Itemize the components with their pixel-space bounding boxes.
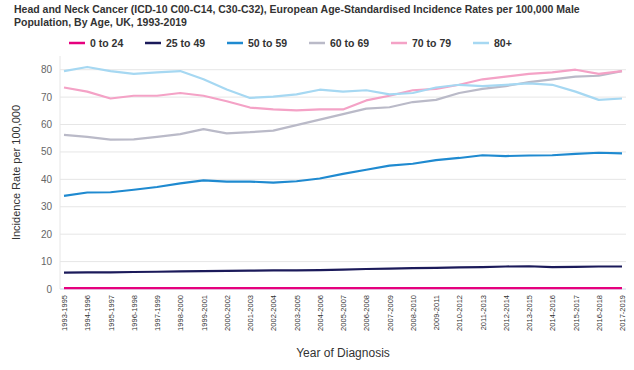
legend: 0 to 24 25 to 49 50 to 59 60 to 69 70 to 79 8… xyxy=(69,37,512,49)
chart: Head and Neck Cancer (ICD-10 C00-C14, C3… xyxy=(0,0,634,370)
y-tick-label: 20 xyxy=(41,229,53,240)
grid-line xyxy=(60,261,626,262)
x-tick-label: 2015-2017 xyxy=(572,295,581,331)
series-line[interactable] xyxy=(64,67,622,100)
x-tick-label: 2004-2006 xyxy=(316,295,325,331)
legend-swatch[interactable] xyxy=(69,42,85,45)
series-line[interactable] xyxy=(64,153,622,196)
grid-line xyxy=(60,69,626,70)
grid-line xyxy=(60,289,626,290)
x-tick-label: 1993-1995 xyxy=(60,295,69,331)
grid-line xyxy=(60,179,626,180)
y-tick-label: 70 xyxy=(41,92,53,103)
x-tick-label: 2010-2012 xyxy=(455,295,464,331)
x-tick-label: 2005-2007 xyxy=(339,295,348,331)
y-tick-label: 50 xyxy=(41,146,53,157)
x-tick-label: 2011-2013 xyxy=(479,295,488,330)
legend-swatch[interactable] xyxy=(145,42,161,45)
legend-label[interactable]: 0 to 24 xyxy=(90,37,123,49)
y-axis-label: Incidence Rate per 100,000 xyxy=(10,105,22,240)
grid-line xyxy=(60,124,626,125)
x-tick-label: 2009-2011 xyxy=(432,295,441,330)
x-tick-label: 2007-2009 xyxy=(386,295,395,331)
x-tick-label: 2003-2005 xyxy=(293,295,302,331)
legend-swatch[interactable] xyxy=(309,42,325,45)
x-tick-label: 2016-2018 xyxy=(595,295,604,331)
y-tick-label: 30 xyxy=(41,201,53,212)
x-tick-label: 2000-2002 xyxy=(223,295,232,331)
series-line[interactable] xyxy=(64,71,622,140)
plot-area xyxy=(64,67,622,288)
x-tick-label: 1998-2000 xyxy=(176,295,185,331)
y-tick-label: 80 xyxy=(41,64,53,75)
title: Head and Neck Cancer (ICD-10 C00-C14, C3… xyxy=(14,3,580,28)
legend-label[interactable]: 50 to 59 xyxy=(248,37,287,49)
grid-line xyxy=(60,151,626,152)
legend-label[interactable]: 80+ xyxy=(494,37,512,49)
grid-line xyxy=(60,234,626,235)
x-tick-label: 2008-2010 xyxy=(409,295,418,331)
legend-label[interactable]: 60 to 69 xyxy=(330,37,369,49)
y-tick-label: 40 xyxy=(41,174,53,185)
legend-label[interactable]: 25 to 49 xyxy=(166,37,205,49)
x-tick-label: 1999-2001 xyxy=(200,295,209,331)
x-tick-label: 1997-1999 xyxy=(153,295,162,331)
x-tick-label: 1995-1997 xyxy=(107,295,116,331)
x-tick-label: 2001-2003 xyxy=(246,295,255,331)
series-line[interactable] xyxy=(64,70,622,111)
x-tick-label: 2002-2004 xyxy=(269,295,278,331)
x-tick-label: 2012-2014 xyxy=(502,295,511,331)
x-tick-label: 2017-2019 xyxy=(618,295,627,331)
series-line[interactable] xyxy=(64,266,622,272)
legend-swatch[interactable] xyxy=(473,42,489,45)
series-line[interactable] xyxy=(64,287,622,289)
x-tick-label: 1996-1998 xyxy=(130,295,139,331)
legend-swatch[interactable] xyxy=(391,42,407,45)
y-axis-line xyxy=(60,56,61,289)
grid-line xyxy=(60,206,626,207)
y-tick-label: 10 xyxy=(41,256,53,267)
x-tick-label: 1994-1996 xyxy=(83,295,92,331)
x-axis-label: Year of Diagnosis xyxy=(296,346,390,360)
x-tick-label: 2014-2016 xyxy=(548,295,557,331)
legend-swatch[interactable] xyxy=(227,42,243,45)
y-tick-label: 60 xyxy=(41,119,53,130)
x-tick-label: 2006-2008 xyxy=(362,295,371,331)
y-tick-label: 0 xyxy=(46,284,52,295)
x-tick-label: 2013-2015 xyxy=(525,295,534,331)
legend-label[interactable]: 70 to 79 xyxy=(412,37,451,49)
